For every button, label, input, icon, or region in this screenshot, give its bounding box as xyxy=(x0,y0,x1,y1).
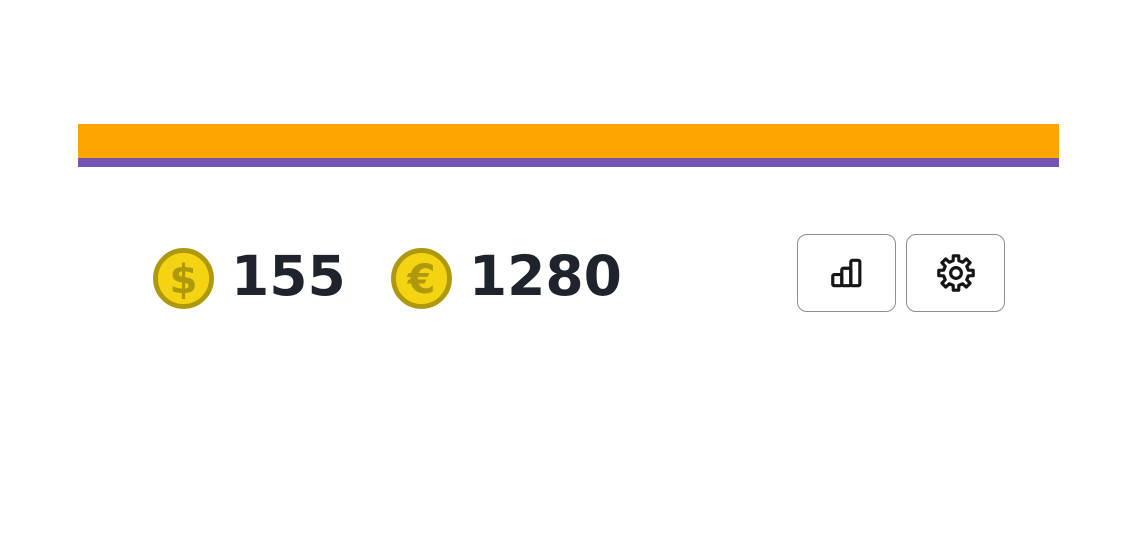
settings-button[interactable] xyxy=(906,234,1005,312)
euro-balance-stat: € 1280 xyxy=(390,247,622,310)
toolbar xyxy=(797,234,1005,312)
dollar-coin-icon: $ xyxy=(153,248,214,309)
bar-chart-icon xyxy=(830,258,861,288)
header-orange-bar xyxy=(78,124,1059,158)
euro-symbol: € xyxy=(406,257,435,303)
euro-coin-icon: € xyxy=(390,248,452,309)
gear-icon xyxy=(936,254,975,292)
euro-balance-value: 1280 xyxy=(468,244,622,308)
header-accent-band xyxy=(78,124,1059,167)
dollar-symbol: $ xyxy=(169,257,197,303)
header-purple-underline xyxy=(78,158,1059,167)
dollar-balance-stat: $ 155 xyxy=(152,247,346,310)
currency-stats-row: $ 155 € 1280 xyxy=(152,247,622,310)
chart-button[interactable] xyxy=(797,234,896,312)
dollar-balance-value: 155 xyxy=(231,244,346,308)
